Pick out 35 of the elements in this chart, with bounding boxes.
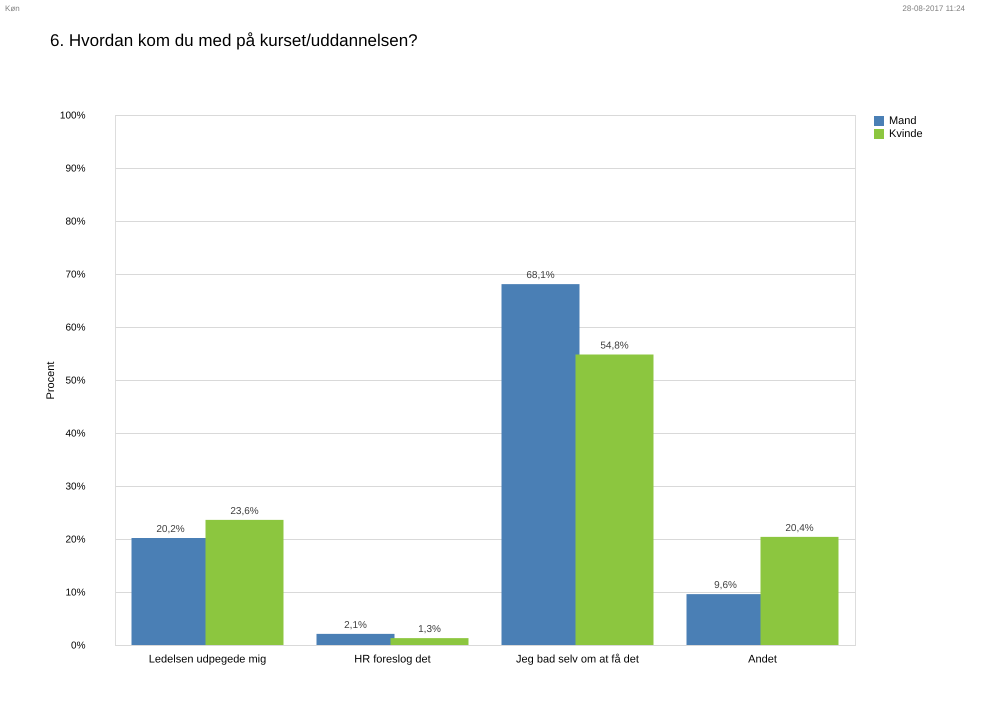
bar xyxy=(390,638,468,645)
data-label: 23,6% xyxy=(230,506,259,517)
x-tick-label: Andet xyxy=(748,654,777,666)
data-label: 20,2% xyxy=(156,524,185,535)
data-label: 68,1% xyxy=(526,270,555,282)
legend-label: Kvinde xyxy=(889,128,923,140)
data-label: 9,6% xyxy=(714,580,738,592)
bar xyxy=(206,520,284,645)
y-tick-label: 30% xyxy=(65,482,86,492)
legend-label: Mand xyxy=(889,115,917,127)
y-tick-label: 10% xyxy=(65,588,86,598)
bar xyxy=(316,634,394,645)
y-tick-label: 50% xyxy=(65,376,86,386)
y-tick-label: 80% xyxy=(65,216,86,228)
bar xyxy=(760,536,838,645)
data-label: 1,3% xyxy=(418,624,442,636)
x-tick-label: Ledelsen udpegede mig xyxy=(148,654,266,666)
y-tick-label: 90% xyxy=(65,164,86,174)
bar xyxy=(502,284,580,645)
text: 28-08-2017 11:24 xyxy=(902,4,966,13)
y-axis-title: Procent xyxy=(44,362,57,400)
data-label: 2,1% xyxy=(344,620,368,631)
data-label: 20,4% xyxy=(785,522,814,534)
x-tick-label: HR foreslog det xyxy=(354,654,431,666)
y-tick-label: 100% xyxy=(60,110,86,122)
data-label: 54,8% xyxy=(600,340,629,352)
y-tick-label: 40% xyxy=(65,428,86,440)
x-tick-label: Jeg bad selv om at få det xyxy=(516,654,639,666)
y-tick-label: 20% xyxy=(65,534,86,546)
bar xyxy=(576,354,654,645)
y-tick-label: 60% xyxy=(65,322,86,334)
y-tick-label: 70% xyxy=(65,270,86,280)
chart-title: 6. Hvordan kom du med på kurset/uddannelsen? xyxy=(50,31,418,50)
y-tick-label: 0% xyxy=(71,640,86,652)
text: Køn xyxy=(5,4,20,13)
